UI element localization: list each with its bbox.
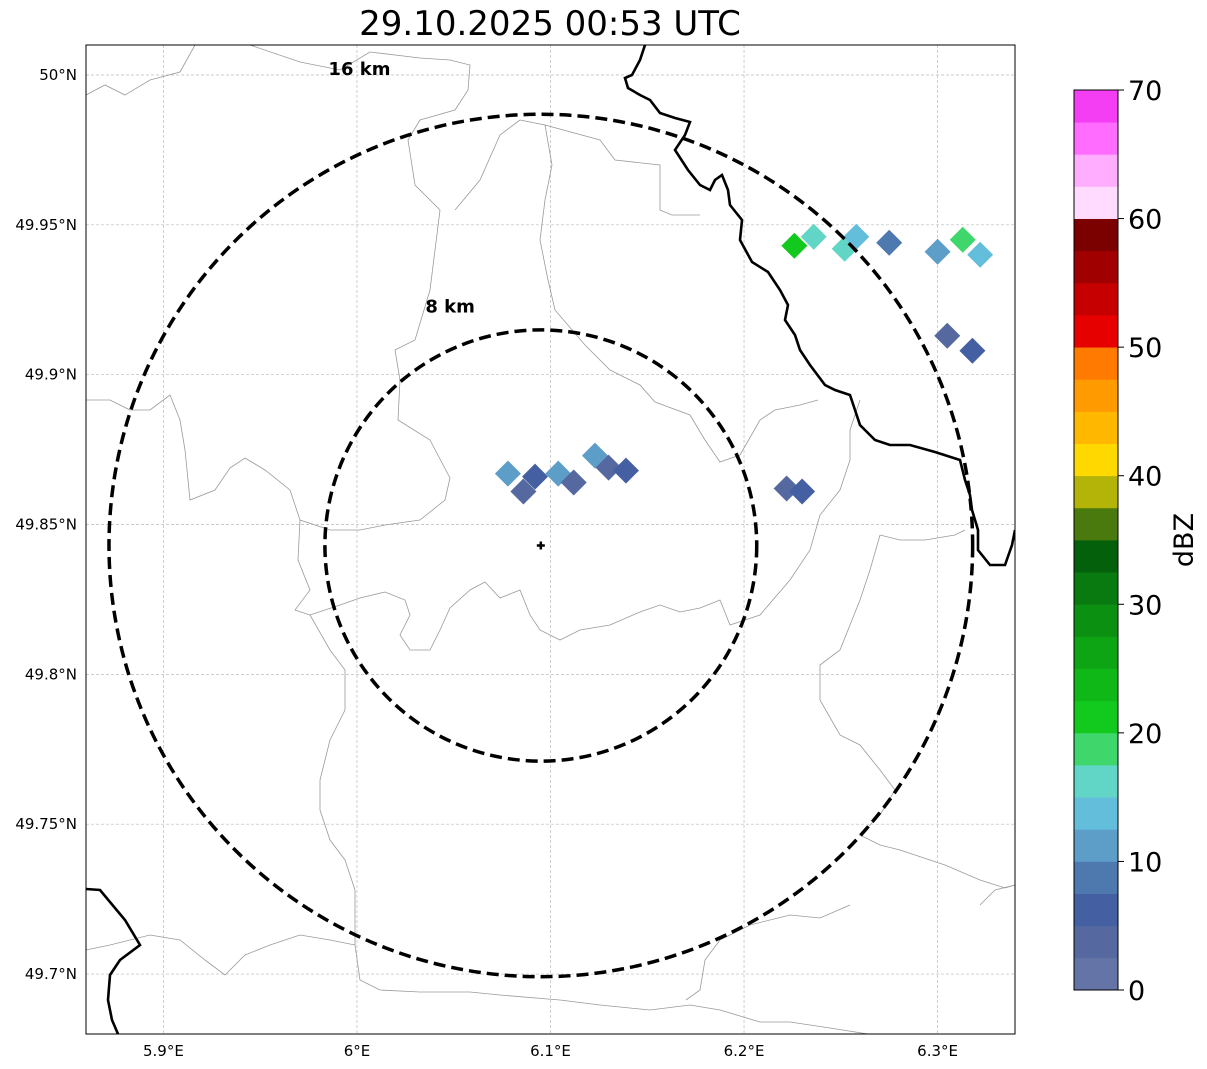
colorbar-segment <box>1074 700 1118 734</box>
radar-echo-cell <box>595 454 622 481</box>
colorbar-segment <box>1074 154 1118 187</box>
lat-tick-label: 49.85°N <box>15 516 77 534</box>
lat-tick-label: 49.7°N <box>25 965 77 983</box>
radar-echo-cell <box>560 469 587 496</box>
colorbar-segment <box>1074 282 1118 316</box>
colorbar-segment <box>1074 411 1118 444</box>
colorbar-segment <box>1074 829 1118 862</box>
lat-tick-label: 49.8°N <box>25 665 77 683</box>
colorbar-unit-label: dBZ <box>1169 513 1200 567</box>
lat-tick-label: 49.95°N <box>15 216 77 234</box>
axis-ticks: 5.9°E 6°E 6.1°E 6.2°E 6.3°E 50°N 49.95°N 49.9°N… <box>15 66 958 1060</box>
colorbar-segment <box>1074 732 1118 766</box>
colorbar-tick-label: 50 <box>1128 333 1162 364</box>
colorbar-segment <box>1074 765 1118 798</box>
colorbar-segment <box>1074 797 1118 830</box>
colorbar-segment <box>1074 90 1118 123</box>
colorbar-segment <box>1074 925 1118 959</box>
map-background <box>86 45 1015 1034</box>
lat-tick-label: 49.9°N <box>25 366 77 384</box>
colorbar-segment <box>1074 218 1118 252</box>
range-ring-label: 16 km <box>328 59 390 80</box>
colorbar-segment <box>1074 957 1118 991</box>
lat-tick-label: 50°N <box>39 66 77 84</box>
lon-tick-label: 6.2°E <box>724 1042 765 1060</box>
radar-echo-cell <box>781 232 808 259</box>
colorbar-segment <box>1074 475 1118 509</box>
lat-tick-label: 49.75°N <box>15 815 77 833</box>
radar-echo-cell <box>789 478 816 505</box>
colorbar-segment <box>1074 604 1118 637</box>
colorbar-segment <box>1074 668 1118 702</box>
radar-echo-cell <box>612 457 639 484</box>
radar-echo-cell <box>876 229 903 256</box>
colorbar-segment <box>1074 186 1118 219</box>
colorbar-tick-label: 40 <box>1128 462 1162 493</box>
colorbar-segment <box>1074 861 1118 894</box>
radar-echo-cell <box>967 241 994 268</box>
range-rings: 8 km 16 km <box>107 59 975 979</box>
radar-echo-cell <box>959 337 986 364</box>
colorbar-tick-label: 70 <box>1128 76 1162 107</box>
range-ring-16km <box>107 112 975 979</box>
colorbar-segment <box>1074 636 1118 669</box>
radar-echo-cell <box>949 226 976 253</box>
colorbar: 0 10 20 30 40 50 60 70 dBZ <box>1073 76 1200 1007</box>
colorbar-segment <box>1074 572 1118 605</box>
map-title: 29.10.2025 00:53 UTC <box>359 4 741 44</box>
colorbar-frame <box>1073 89 1119 991</box>
radar-echo-cell <box>522 463 549 490</box>
radar-site-marker <box>536 541 545 550</box>
colorbar-segment <box>1074 443 1118 477</box>
radar-echo-cell <box>924 238 951 265</box>
colorbar-segment <box>1074 347 1118 380</box>
range-ring-label: 8 km <box>425 296 475 317</box>
colorbar-segment <box>1074 540 1118 573</box>
lon-tick-label: 5.9°E <box>143 1042 184 1060</box>
colorbar-tick-label: 20 <box>1128 719 1162 750</box>
colorbar-segment <box>1074 315 1118 348</box>
lon-tick-label: 6.1°E <box>530 1042 571 1060</box>
colorbar-segment <box>1074 122 1118 155</box>
national-border <box>86 45 1015 1034</box>
reflectivity-echoes <box>494 223 994 505</box>
radar-echo-cell <box>510 478 537 505</box>
radar-echo-cell <box>494 460 521 487</box>
radar-echo-cell <box>934 322 961 349</box>
colorbar-tick-label: 30 <box>1128 590 1162 621</box>
colorbar-tick-label: 0 <box>1128 976 1145 1007</box>
range-ring-8km <box>323 328 759 763</box>
colorbar-segment <box>1074 893 1118 927</box>
lon-tick-label: 6°E <box>344 1042 371 1060</box>
radar-echo-cell <box>800 223 827 250</box>
colorbar-tick-label: 60 <box>1128 205 1162 236</box>
colorbar-segment <box>1074 379 1118 412</box>
colorbar-tick-label: 10 <box>1128 847 1162 878</box>
map-frame <box>85 44 1016 1035</box>
colorbar-segment <box>1074 507 1118 541</box>
lon-tick-label: 6.3°E <box>917 1042 958 1060</box>
colorbar-segment <box>1074 250 1118 284</box>
